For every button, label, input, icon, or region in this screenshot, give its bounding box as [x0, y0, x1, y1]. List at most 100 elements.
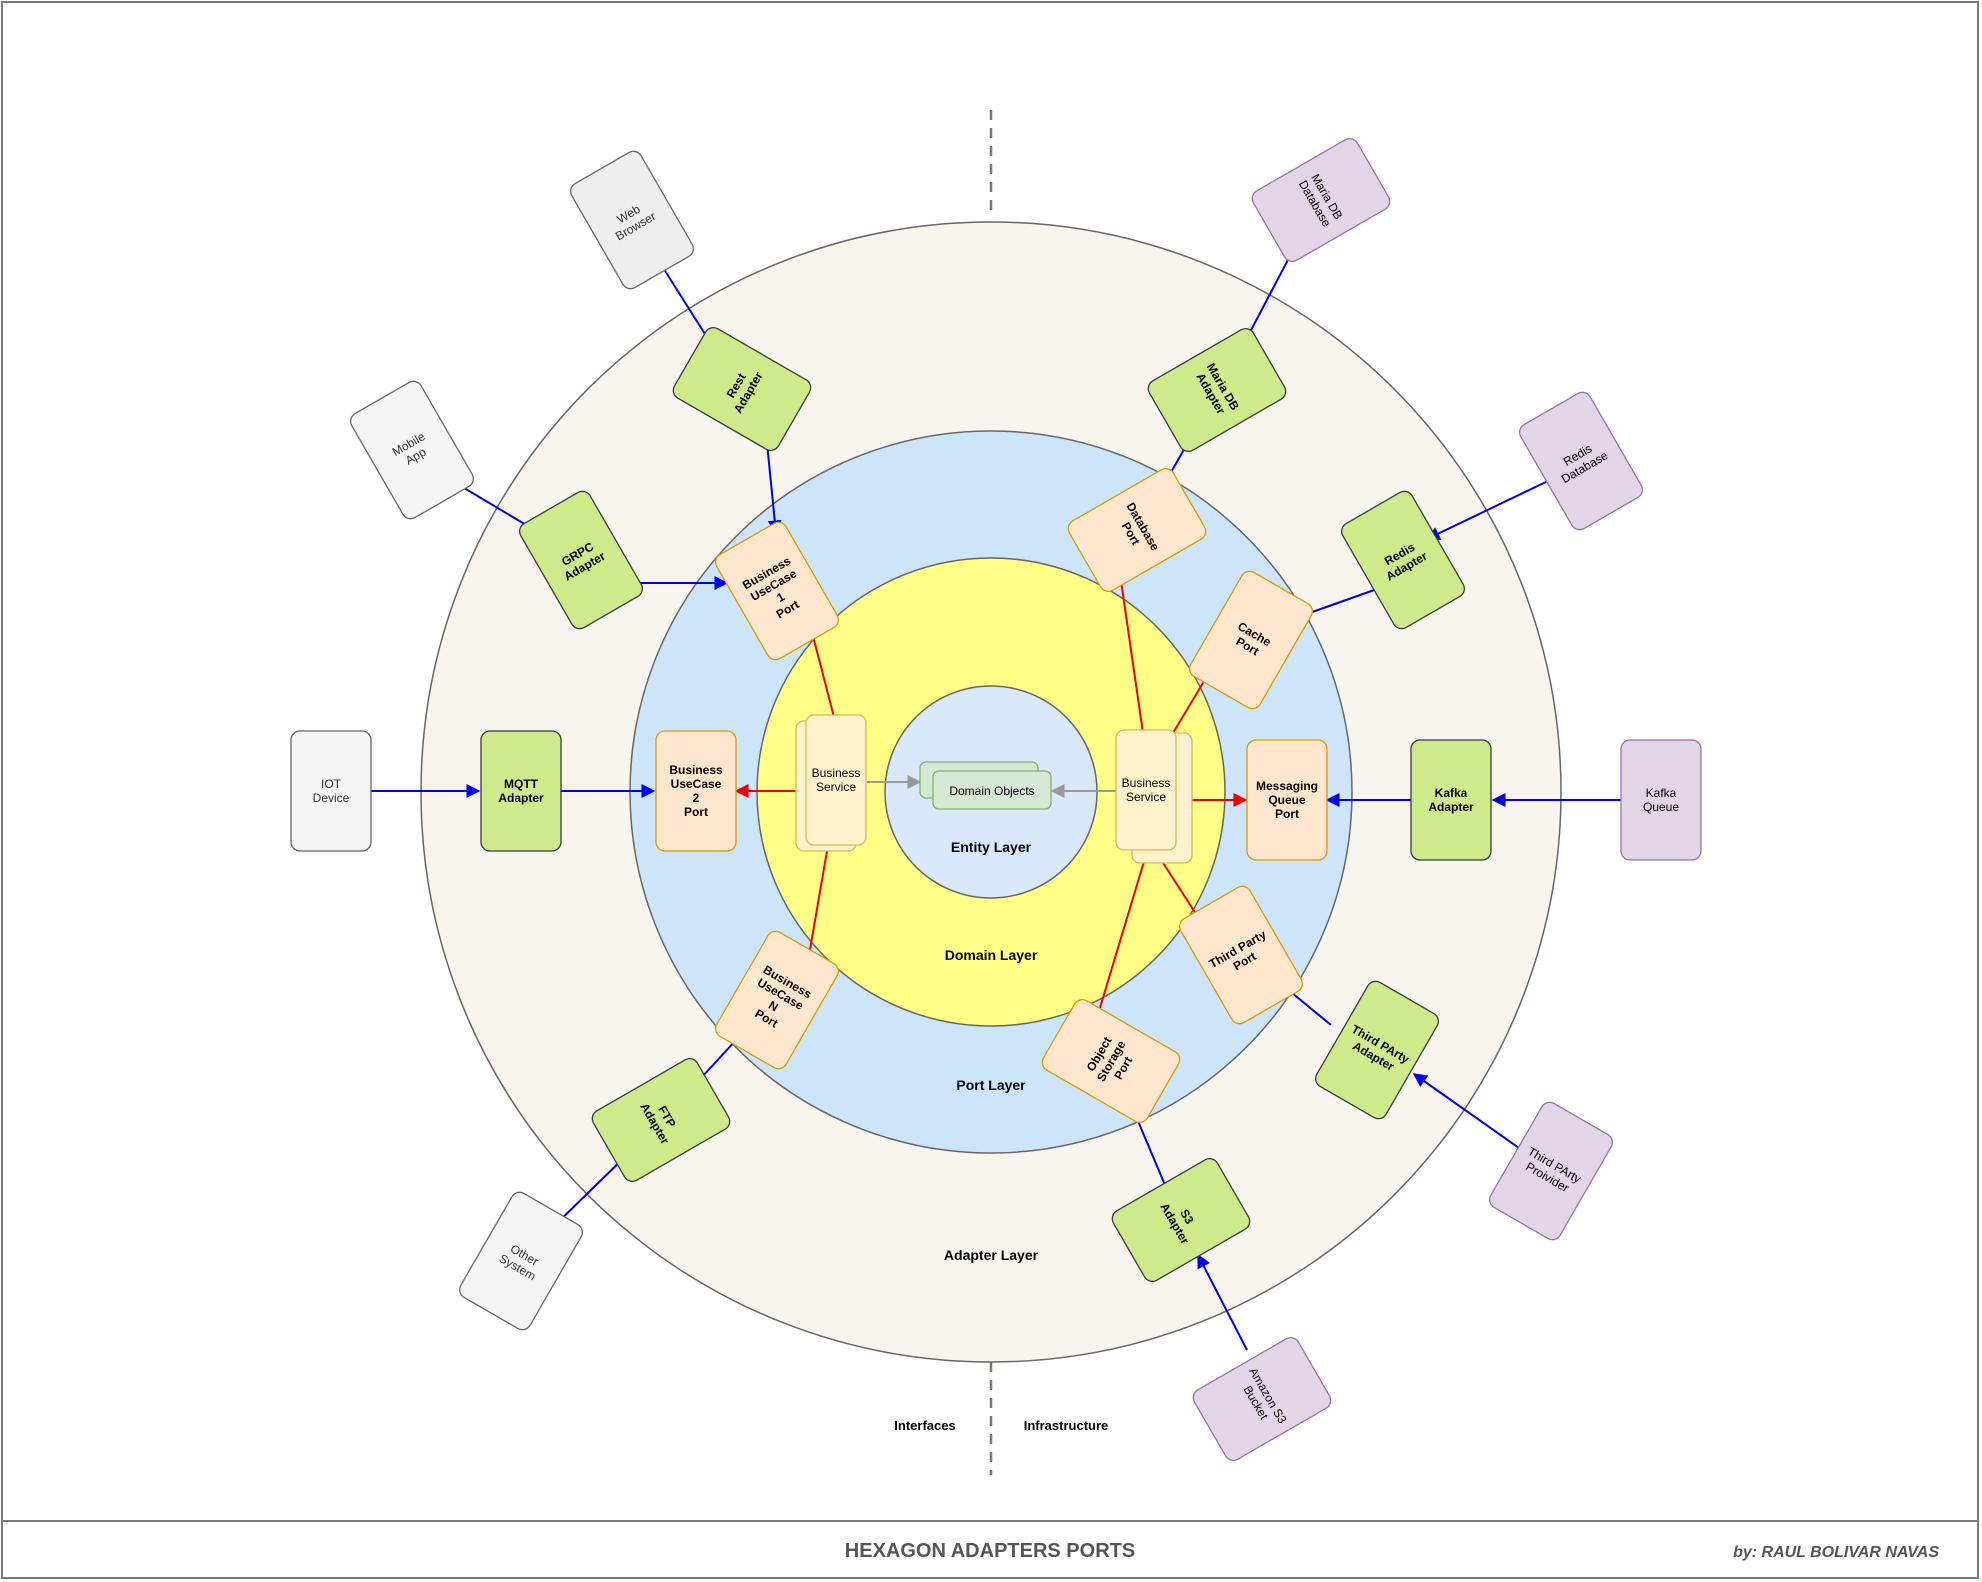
client-mobile-app-shape: [350, 380, 474, 520]
domain-layer-label: Domain Layer: [945, 947, 1038, 963]
client-iot-device: IOT Device: [290, 730, 372, 852]
infra-redis: RedisDatabase: [1519, 391, 1643, 531]
port-database: DatabasePort: [1067, 468, 1207, 592]
port-usecase2: Business UseCase 2 Port: [655, 730, 737, 852]
arrow-thirdprov-to-adapter: [1412, 1073, 1520, 1149]
client-iot-device-label-line: IOT: [321, 777, 342, 791]
adapter-ftp: FTPAdapter: [591, 1058, 731, 1182]
right-service-label-line: Business: [1122, 776, 1171, 790]
domain-objects: Domain Objects: [932, 770, 1052, 810]
port-third-party-shape: [1179, 885, 1303, 1025]
left-service-shape: [805, 714, 867, 846]
footer-bar: HEXAGON ADAPTERS PORTS by: RAUL BOLIVAR …: [1, 1520, 1979, 1581]
adapter-mariadb: Maria DBAdapter: [1147, 328, 1287, 452]
left-service-label-line: Service: [816, 780, 856, 794]
adapter-mqtt: MQTT Adapter: [480, 730, 562, 852]
adapter-kafka-label: Kafka Adapter: [1428, 786, 1474, 814]
infra-s3-shape: [1192, 1337, 1332, 1461]
port-usecase2-label-line: 2: [693, 791, 700, 805]
port-usecaseN-shape: [715, 930, 839, 1070]
arrow-redis-to-adapter: [1425, 480, 1549, 540]
adapter-grpc: GRPCAdapter: [519, 490, 643, 630]
entity-layer-label: Entity Layer: [951, 839, 1032, 855]
adapter-kafka-shape: [1410, 739, 1492, 861]
client-mobile-app: MobileApp: [350, 380, 474, 520]
arrow-rservice-to-dbport: [1112, 558, 1144, 734]
right-service-label-line: Service: [1126, 790, 1166, 804]
infra-kafka-label-line: Kafka: [1646, 786, 1677, 800]
adapter-s3-label-line: S3: [1177, 1207, 1197, 1227]
port-third-party: Third PartyPort: [1179, 885, 1303, 1025]
adapter-grpc-shape: [519, 490, 643, 630]
adapter-s3-shape: [1111, 1158, 1251, 1282]
adapter-kafka-label-line: Kafka: [1435, 786, 1468, 800]
port-messaging: Messaging Queue Port: [1246, 739, 1328, 861]
adapter-rest-shape: [672, 327, 812, 451]
port-object-storage: ObjectStoragePort: [1041, 999, 1181, 1123]
domain-objects-shape: [932, 770, 1052, 810]
port-messaging-label-line: Port: [1275, 807, 1299, 821]
adapter-s3: S3Adapter: [1111, 1158, 1251, 1282]
adapter-redis-shape: [1341, 490, 1465, 630]
right-service-label: Business Service: [1122, 776, 1171, 804]
domain-objects-label: Domain Objects: [949, 784, 1034, 798]
adapter-rest: RestAdapter: [672, 327, 812, 451]
client-other-system-shape: [459, 1191, 583, 1331]
adapter-mqtt-shape: [480, 730, 562, 852]
client-iot-device-shape: [290, 730, 372, 852]
infra-redis-shape: [1519, 391, 1643, 531]
infra-kafka: Kafka Queue: [1620, 739, 1702, 861]
adapter-mariadb-shape: [1147, 328, 1287, 452]
port-object-storage-shape: [1041, 999, 1181, 1123]
right-service: Business Service: [1115, 729, 1177, 851]
port-usecase2-label-line: UseCase: [671, 777, 722, 791]
adapter-mqtt-label: MQTT Adapter: [498, 777, 544, 805]
port-usecase2-label: Business UseCase 2 Port: [669, 763, 723, 819]
interfaces-label: Interfaces: [894, 1418, 955, 1433]
adapter-redis: RedisAdapter: [1341, 490, 1465, 630]
adapter-layer-label: Adapter Layer: [944, 1247, 1039, 1263]
port-messaging-label: Messaging Queue Port: [1256, 779, 1318, 821]
adapter-third-party-shape: [1315, 980, 1439, 1120]
adapter-kafka-label-line: Adapter: [1428, 800, 1474, 814]
port-database-shape: [1067, 468, 1207, 592]
arrow-rservice-to-objport: [1092, 854, 1147, 1023]
infra-third-party-shape: [1489, 1101, 1613, 1241]
right-service-shape: [1115, 729, 1177, 851]
adapter-third-party: Third PArtyAdapter: [1315, 980, 1439, 1120]
client-iot-device-label-line: Device: [313, 791, 350, 805]
infra-mariadb-shape: [1251, 138, 1391, 262]
adapter-mqtt-label-line: MQTT: [504, 777, 539, 791]
port-usecaseN: BusinessUseCaseNPort: [715, 930, 839, 1070]
infra-mariadb: Maria DBDatabase: [1251, 138, 1391, 262]
port-usecase2-label-line: Business: [669, 763, 723, 777]
infra-s3: Amazon S3Bucket: [1192, 1337, 1332, 1461]
client-web-browser: WebBrowser: [570, 150, 694, 290]
client-web-browser-shape: [570, 150, 694, 290]
port-messaging-label-line: Messaging: [1256, 779, 1318, 793]
port-messaging-shape: [1246, 739, 1328, 861]
infra-kafka-label-line: Queue: [1643, 800, 1679, 814]
infra-kafka-shape: [1620, 739, 1702, 861]
adapter-mqtt-label-line: Adapter: [498, 791, 544, 805]
client-other-system: OtherSystem: [459, 1191, 583, 1331]
port-usecase1-shape: [715, 521, 839, 661]
port-usecase1-label: BusinessUseCase1Port: [740, 553, 814, 628]
left-service: Business Service: [805, 714, 867, 846]
hexagon-diagram: Entity Layer Domain Layer Port Layer Ada…: [290, 110, 1702, 1475]
author-credit: by: RAUL BOLIVAR NAVAS: [1733, 1544, 1939, 1561]
port-usecase1: BusinessUseCase1Port: [715, 521, 839, 661]
infra-kafka-label: Kafka Queue: [1643, 786, 1679, 814]
port-cache-shape: [1189, 570, 1313, 710]
port-layer-label: Port Layer: [956, 1077, 1026, 1093]
adapter-kafka: Kafka Adapter: [1410, 739, 1492, 861]
infra-third-party: Third PArtyProivider: [1489, 1101, 1613, 1241]
port-messaging-label-line: Queue: [1268, 793, 1306, 807]
port-usecase2-label-line: Port: [684, 805, 708, 819]
left-service-label: Business Service: [812, 766, 861, 794]
port-cache: CachePort: [1189, 570, 1313, 710]
left-service-label-line: Business: [812, 766, 861, 780]
